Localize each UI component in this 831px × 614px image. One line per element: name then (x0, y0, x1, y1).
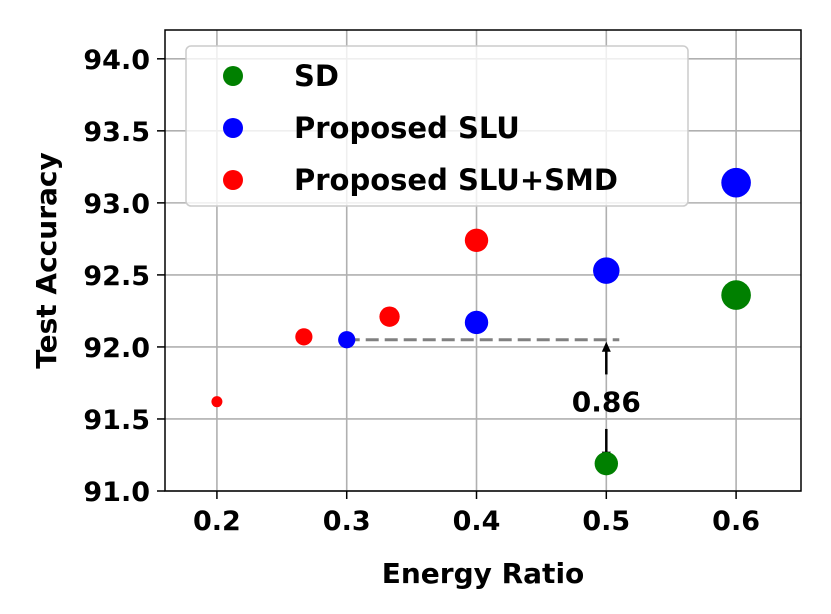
point-sd (721, 280, 751, 310)
y-axis-title: Test Accuracy (30, 152, 63, 369)
point-proposed-slu (464, 310, 489, 335)
legend-marker (223, 66, 243, 86)
x-tick-label: 0.2 (193, 506, 241, 537)
point-proposed-slu-smd (379, 306, 400, 327)
point-proposed-slu (593, 257, 620, 284)
axis-ticks: 0.2 0.3 0.4 0.5 0.6 91.0 91.5 92.0 92.5 93.0 93.5 9… (83, 45, 760, 537)
point-proposed-slu (338, 331, 356, 349)
point-sd (594, 451, 619, 476)
x-tick-label: 0.4 (453, 506, 501, 537)
y-tick-label: 92.5 (83, 261, 150, 292)
arrow-head-up-icon (601, 341, 611, 352)
x-tick-label: 0.6 (712, 506, 760, 537)
legend-marker (223, 118, 243, 138)
legend-label: SD (294, 59, 339, 93)
legend-label: Proposed SLU+SMD (294, 163, 618, 197)
point-proposed-slu-smd (295, 328, 313, 346)
y-tick-label: 93.5 (83, 117, 150, 148)
y-tick-label: 93.0 (83, 189, 150, 220)
point-proposed-slu-smd (211, 396, 223, 408)
point-proposed-slu (721, 167, 751, 198)
y-tick-label: 91.5 (83, 405, 150, 436)
point-proposed-slu-smd (464, 228, 489, 253)
x-axis-title: Energy Ratio (382, 557, 585, 590)
plot-frame (164, 29, 802, 492)
difference-label: 0.86 (572, 386, 641, 419)
x-tick-label: 0.3 (323, 506, 371, 537)
y-tick-label: 92.0 (83, 333, 150, 364)
y-tick-label: 91.0 (83, 477, 150, 508)
y-tick-label: 94.0 (83, 45, 150, 76)
data-points (211, 167, 751, 476)
legend-box (185, 45, 689, 207)
annotation-layer: 0.86 (346, 338, 641, 462)
legend-label: Proposed SLU (294, 111, 520, 145)
x-tick-label: 0.5 (582, 506, 630, 537)
legend-marker (223, 170, 243, 190)
legend: SD Proposed SLU Proposed SLU+SMD (185, 45, 689, 207)
